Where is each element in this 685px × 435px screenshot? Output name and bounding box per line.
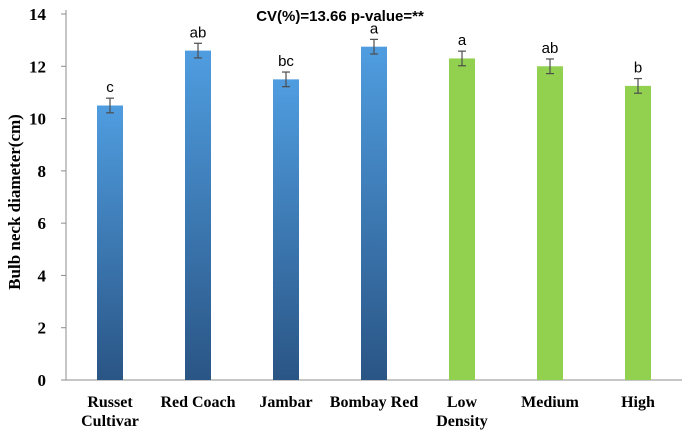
x-tick-label: Medium	[521, 394, 579, 411]
significance-label: a	[458, 32, 467, 49]
bar	[185, 50, 211, 380]
bar	[449, 58, 475, 380]
error-bar	[546, 58, 554, 75]
bar	[97, 105, 123, 380]
y-tick-label: 14	[29, 5, 47, 24]
error-bar	[370, 38, 378, 55]
x-tick-label: Low Density	[436, 394, 488, 430]
x-tick-label: Russet Cultivar	[81, 394, 139, 430]
significance-label: ab	[190, 24, 207, 41]
error-bar	[106, 97, 114, 114]
x-tick-label: Bombay Red	[330, 394, 419, 411]
significance-label: a	[370, 20, 379, 37]
significance-label: ab	[542, 40, 559, 57]
significance-label: b	[634, 60, 642, 77]
y-tick-label: 8	[38, 162, 47, 181]
bar	[361, 46, 387, 381]
error-bar	[282, 71, 290, 88]
y-tick-label: 4	[38, 266, 47, 285]
y-tick-label: 0	[38, 371, 47, 390]
bar	[625, 85, 651, 381]
y-axis-label: Bulb neck diameter(cm)	[5, 114, 24, 290]
significance-label: bc	[278, 53, 294, 70]
y-tick-label: 10	[29, 110, 46, 129]
y-tick-label: 6	[38, 214, 47, 233]
y-tick-label: 12	[29, 57, 46, 76]
x-tick-label: High	[621, 394, 655, 411]
error-bar	[634, 77, 642, 94]
y-tick-label: 2	[38, 319, 47, 338]
error-bar	[194, 42, 202, 59]
error-bar	[458, 50, 466, 67]
x-tick-label: Jambar	[259, 394, 312, 411]
bar	[537, 66, 563, 381]
chart-annotation: CV(%)=13.66 p-value=**	[256, 8, 424, 25]
bar	[273, 79, 299, 380]
significance-label: c	[106, 79, 114, 96]
x-tick-label: Red Coach	[160, 394, 235, 411]
